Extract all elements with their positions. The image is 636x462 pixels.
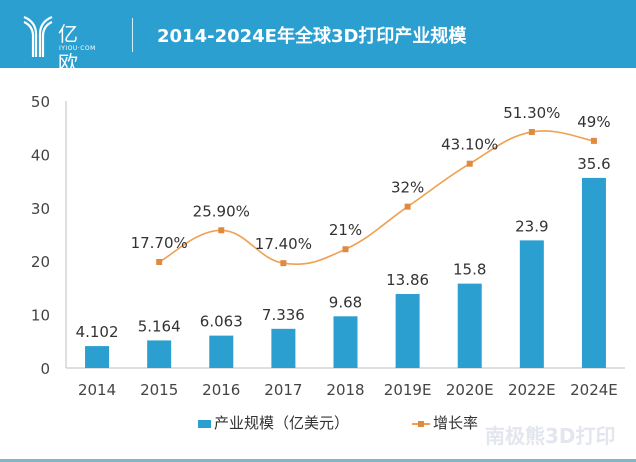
growth-rate-label: 17.40%	[255, 235, 312, 253]
legend-line-swatch	[412, 420, 430, 427]
bar-data-label: 35.6	[577, 155, 610, 173]
bar	[519, 240, 544, 368]
header-banner: 亿欧 IYIOU·COM 2014-2024E年全球3D打印产业规模	[0, 0, 636, 75]
growth-rate-marker	[156, 259, 163, 266]
y-tick-label: 40	[31, 146, 50, 164]
growth-rate-marker	[404, 203, 411, 210]
growth-rate-label: 25.90%	[193, 202, 250, 220]
x-tick-label: 2024E	[570, 381, 618, 399]
logo: 亿欧 IYIOU·COM	[22, 12, 95, 75]
logo-text: 亿欧	[58, 22, 79, 75]
bar-data-label: 6.063	[200, 313, 243, 331]
growth-rate-label: 49%	[577, 113, 610, 131]
watermark: 南极熊3D打印	[485, 424, 616, 448]
x-tick-label: 2017	[264, 381, 302, 399]
header-divider	[132, 18, 133, 52]
logo-icon	[23, 15, 53, 57]
bar-data-label: 4.102	[76, 323, 119, 341]
growth-rate-label: 21%	[329, 221, 362, 239]
growth-rate-marker	[218, 227, 225, 234]
bar	[147, 340, 172, 368]
growth-rate-line	[158, 130, 595, 266]
bottom-border	[0, 459, 636, 462]
growth-rate-marker	[280, 260, 287, 267]
growth-rate-label: 43.10%	[441, 136, 498, 154]
bar	[581, 177, 606, 368]
bar	[395, 293, 420, 368]
legend-bar-label: 产业规模（亿美元）	[214, 414, 350, 432]
growth-rate-label: 51.30%	[503, 104, 560, 122]
x-tick-label: 2018	[326, 381, 364, 399]
chart-title: 2014-2024E年全球3D打印产业规模	[157, 26, 467, 47]
bar-data-label: 5.164	[138, 317, 181, 335]
legend-item-bar: 产业规模（亿美元）	[198, 412, 349, 433]
x-tick-label: 2016	[202, 381, 240, 399]
y-tick-label: 10	[31, 307, 50, 325]
growth-rate-label: 17.70%	[131, 234, 188, 252]
x-tick-label: 2015	[140, 381, 178, 399]
y-tick-label: 30	[31, 200, 50, 218]
x-tick-label: 2014	[78, 381, 116, 399]
growth-rate-marker	[528, 128, 535, 135]
y-tick-label: 0	[40, 360, 50, 378]
bar	[457, 283, 482, 368]
y-tick-label: 20	[31, 253, 50, 271]
bar-data-label: 23.9	[515, 217, 548, 235]
bar-data-label: 9.68	[329, 293, 362, 311]
legend-item-line: 增长率	[412, 412, 478, 433]
bar-data-label: 7.336	[262, 306, 305, 324]
growth-rate-marker	[590, 137, 597, 144]
bar	[271, 328, 296, 368]
growth-rate-label: 32%	[391, 179, 424, 197]
y-tick-label: 50	[31, 93, 50, 111]
logo-subtext: IYIOU·COM	[59, 45, 96, 52]
bar-data-label: 13.86	[386, 271, 429, 289]
growth-rate-marker	[466, 160, 473, 167]
legend-bar-swatch	[198, 419, 211, 428]
bar	[85, 346, 110, 368]
x-tick-label: 2020E	[446, 381, 494, 399]
growth-rate-marker	[342, 246, 349, 253]
x-tick-label: 2022E	[508, 381, 556, 399]
legend-line-label: 增长率	[433, 414, 479, 432]
bar	[209, 335, 234, 368]
x-tick-label: 2019E	[384, 381, 432, 399]
bar	[333, 316, 358, 368]
bar-data-label: 15.8	[453, 261, 486, 279]
